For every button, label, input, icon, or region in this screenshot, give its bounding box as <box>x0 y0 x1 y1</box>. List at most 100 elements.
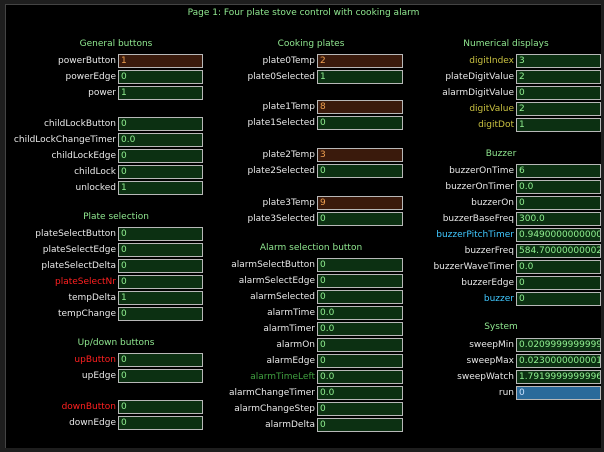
field-value-powerEdge[interactable]: 0 <box>118 70 203 84</box>
field-row-childLock: childLock 0 <box>6 165 601 179</box>
field-label-upButton: upButton <box>74 355 116 365</box>
section-cooking-heading: Cooking plates <box>277 39 345 49</box>
field-value-unlocked[interactable]: 1 <box>118 181 203 195</box>
field-row-digitIndex: digitIndex 3 <box>6 54 601 68</box>
field-value-plate1Selected[interactable]: 0 <box>317 116 403 130</box>
field-label-powerEdge: powerEdge <box>65 72 116 82</box>
field-label-alarmDelta: alarmDelta <box>265 420 315 430</box>
field-value-childLock[interactable]: 0 <box>118 165 203 179</box>
section-numerical-heading: Numerical displays <box>463 39 549 49</box>
field-value-plateSelectButton[interactable]: 0 <box>118 227 203 241</box>
field-value-plateDigitValue[interactable]: 2 <box>516 70 601 84</box>
field-value-plateSelectNr[interactable]: 0 <box>118 275 203 289</box>
field-row-alarmSelectButton: alarmSelectButton 0 <box>6 258 601 272</box>
field-value-digitIndex[interactable]: 3 <box>516 54 601 68</box>
field-row-tempChange: tempChange 0 <box>6 307 601 321</box>
field-value-plate2Temp[interactable]: 3 <box>317 148 403 162</box>
field-row-alarmSelectEdge: alarmSelectEdge 0 <box>6 274 601 288</box>
field-row-unlocked: unlocked 1 <box>6 181 601 195</box>
field-value-alarmDelta[interactable]: 0 <box>317 418 403 432</box>
field-row-powerEdge: powerEdge 0 <box>6 70 601 84</box>
field-value-alarmOn[interactable]: 0 <box>317 338 403 352</box>
field-value-powerButton[interactable]: 1 <box>118 54 203 68</box>
field-label-alarmDigitValue: alarmDigitValue <box>442 88 514 98</box>
field-label-plateSelectDelta: plateSelectDelta <box>41 261 116 271</box>
field-row-plate2Selected: plate2Selected 0 <box>6 164 601 178</box>
field-label-tempDelta: tempDelta <box>68 293 116 303</box>
field-value-alarmSelectEdge[interactable]: 0 <box>317 274 403 288</box>
field-value-buzzerBaseFreq[interactable]: 300.0 <box>516 212 601 226</box>
field-value-buzzerOnTime[interactable]: 6 <box>516 164 601 178</box>
field-value-alarmDigitValue[interactable]: 0 <box>516 86 601 100</box>
field-row-plate3Temp: plate3Temp 9 <box>6 196 601 210</box>
field-value-childLockEdge[interactable]: 0 <box>118 149 203 163</box>
field-value-buzzerEdge[interactable]: 0 <box>516 276 601 290</box>
field-label-alarmChangeStep: alarmChangeStep <box>234 404 315 414</box>
field-label-buzzerBaseFreq: buzzerBaseFreq <box>442 214 514 224</box>
field-value-childLockChangeTimer[interactable]: 0.0 <box>118 133 203 147</box>
field-row-plateDigitValue: plateDigitValue 2 <box>6 70 601 84</box>
field-label-buzzer: buzzer <box>483 294 514 304</box>
field-value-upEdge[interactable]: 0 <box>118 369 203 383</box>
field-value-run[interactable]: 0 <box>516 386 601 400</box>
field-value-alarmTimer[interactable]: 0.0 <box>317 322 403 336</box>
field-value-downEdge[interactable]: 0 <box>118 416 203 430</box>
field-value-buzzerOn[interactable]: 0 <box>516 196 601 210</box>
field-row-digitDot: digitDot 1 <box>6 118 601 132</box>
field-label-digitIndex: digitIndex <box>469 56 514 66</box>
field-label-alarmTime: alarmTime <box>267 308 315 318</box>
field-value-tempChange[interactable]: 0 <box>118 307 203 321</box>
field-value-sweepMin[interactable]: 0.020999999999968 <box>516 338 601 352</box>
section-plate-selection-heading: Plate selection <box>83 212 149 222</box>
field-value-alarmChangeStep[interactable]: 0 <box>317 402 403 416</box>
field-value-upButton[interactable]: 0 <box>118 353 203 367</box>
field-value-plateSelectDelta[interactable]: 0 <box>118 259 203 273</box>
field-label-plateSelectNr: plateSelectNr <box>55 277 116 287</box>
field-label-downEdge: downEdge <box>69 418 116 428</box>
field-value-digitDot[interactable]: 1 <box>516 118 601 132</box>
field-value-buzzerWaveTimer[interactable]: 0.0 <box>516 260 601 274</box>
field-value-sweepMax[interactable]: 0.023000000000138 <box>516 354 601 368</box>
field-row-buzzerOnTime: buzzerOnTime 6 <box>6 164 601 178</box>
field-value-plate3Temp[interactable]: 9 <box>317 196 403 210</box>
field-label-upEdge: upEdge <box>81 371 116 381</box>
field-label-alarmSelected: alarmSelected <box>250 292 315 302</box>
field-value-plateSelectEdge[interactable]: 0 <box>118 243 203 257</box>
field-label-run: run <box>498 388 514 398</box>
field-row-plate1Temp: plate1Temp 8 <box>6 100 601 114</box>
field-value-plate0Selected[interactable]: 1 <box>317 70 403 84</box>
field-value-alarmSelectButton[interactable]: 0 <box>317 258 403 272</box>
section-general-heading: General buttons <box>79 39 153 49</box>
field-label-unlocked: unlocked <box>75 183 116 193</box>
field-label-sweepWatch: sweepWatch <box>457 372 514 382</box>
field-value-downButton[interactable]: 0 <box>118 400 203 414</box>
field-value-alarmSelected[interactable]: 0 <box>317 290 403 304</box>
field-label-alarmOn: alarmOn <box>276 340 315 350</box>
field-value-alarmChangeTimer[interactable]: 0.0 <box>317 386 403 400</box>
field-value-plate0Temp[interactable]: 2 <box>317 54 403 68</box>
field-row-plateSelectDelta: plateSelectDelta 0 <box>6 259 601 273</box>
field-value-buzzer[interactable]: 0 <box>516 292 601 306</box>
field-value-tempDelta[interactable]: 1 <box>118 291 203 305</box>
field-value-plate1Temp[interactable]: 8 <box>317 100 403 114</box>
field-value-childLockButton[interactable]: 0 <box>118 117 203 131</box>
field-label-childLockChangeTimer: childLockChangeTimer <box>13 135 116 145</box>
field-value-power[interactable]: 1 <box>118 86 203 100</box>
field-value-buzzerFreq[interactable]: 584.7000000000207 <box>516 244 601 258</box>
field-value-buzzerPitchTimer[interactable]: 0.9490000000000061 <box>516 228 601 242</box>
field-value-alarmTime[interactable]: 0.0 <box>317 306 403 320</box>
field-value-plate3Selected[interactable]: 0 <box>317 212 403 226</box>
field-value-plate2Selected[interactable]: 0 <box>317 164 403 178</box>
field-value-buzzerOnTimer[interactable]: 0.0 <box>516 180 601 194</box>
field-value-alarmTimeLeft[interactable]: 0.0 <box>317 370 403 384</box>
field-value-alarmEdge[interactable]: 0 <box>317 354 403 368</box>
field-value-digitValue[interactable]: 2 <box>516 102 601 116</box>
field-label-plate1Selected: plate1Selected <box>247 118 315 128</box>
field-label-alarmSelectEdge: alarmSelectEdge <box>238 276 315 286</box>
field-row-power: power 1 <box>6 86 601 100</box>
field-label-plate2Selected: plate2Selected <box>247 166 315 176</box>
field-value-sweepWatch[interactable]: 1.791999999999689 <box>516 370 601 384</box>
